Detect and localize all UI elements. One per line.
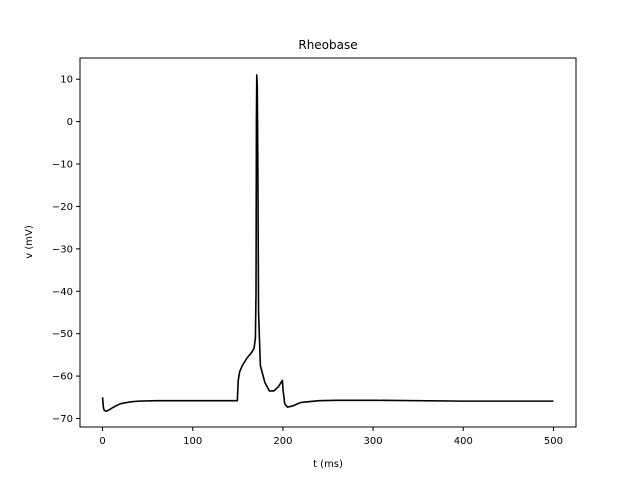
- x-tick-label: 500: [544, 436, 563, 447]
- x-axis: 0 100 200 300 400 500: [99, 427, 563, 447]
- x-tick-label: 300: [364, 436, 383, 447]
- y-axis: 10 0 −10 −20 −30 −40 −50 −60 −70: [52, 75, 80, 425]
- x-tick-label: 400: [454, 436, 473, 447]
- y-tick-label: −40: [52, 287, 73, 298]
- y-tick-label: −30: [52, 244, 73, 255]
- x-axis-label: t (ms): [313, 459, 343, 470]
- series-line-1: [101, 74, 554, 413]
- x-tick-label: 100: [183, 436, 202, 447]
- chart-title: Rheobase: [298, 38, 357, 52]
- y-tick-label: −50: [52, 329, 73, 340]
- x-tick-label: 200: [273, 436, 292, 447]
- y-tick-label: −70: [52, 414, 73, 425]
- y-axis-label: v (mV): [24, 225, 35, 259]
- x-tick-label: 0: [99, 436, 105, 447]
- y-tick-label: −20: [52, 202, 73, 213]
- y-tick-label: −60: [52, 372, 73, 383]
- y-tick-label: −10: [52, 160, 73, 171]
- plot-area: [101, 74, 554, 413]
- y-tick-label: 10: [60, 75, 73, 86]
- y-tick-label: 0: [67, 117, 73, 128]
- axes-frame: [79, 57, 577, 428]
